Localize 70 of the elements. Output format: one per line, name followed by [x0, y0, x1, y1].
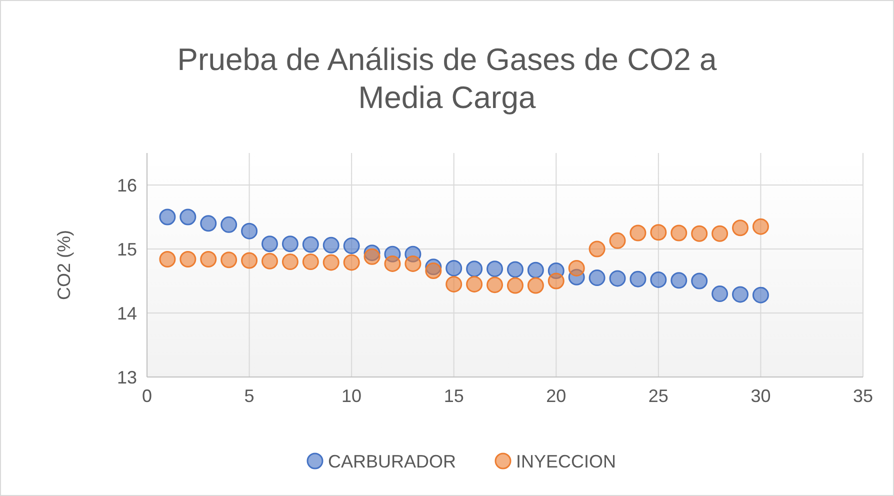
point — [425, 262, 442, 280]
legend-label: INYECCION — [516, 451, 616, 472]
y-tick-label: 14 — [116, 303, 137, 324]
point — [302, 236, 319, 253]
x-tick-label: 20 — [546, 386, 566, 406]
y-tick-label: 16 — [116, 175, 137, 196]
y-tick-label: 15 — [116, 239, 137, 260]
point — [180, 250, 196, 268]
point — [364, 248, 380, 265]
x-tick-label: 35 — [852, 386, 874, 406]
point — [548, 272, 564, 290]
point — [527, 262, 544, 278]
point — [446, 260, 462, 276]
point — [200, 215, 217, 232]
point — [527, 277, 544, 294]
point — [220, 216, 238, 233]
point — [752, 218, 769, 235]
x-tick-label: 15 — [444, 386, 464, 406]
x-tick-label: 30 — [750, 386, 771, 406]
point — [343, 254, 360, 271]
point — [322, 236, 340, 254]
point — [650, 224, 667, 241]
point — [712, 225, 728, 242]
chart-title: Prueba de Análisis de Gases de CO2 a Media Carga — [177, 42, 718, 115]
point — [404, 255, 422, 272]
point — [732, 220, 749, 236]
point — [712, 286, 728, 302]
legend-label: CARBURADOR — [328, 451, 456, 472]
y-axis-title: CO2 (%) — [54, 230, 74, 300]
point — [670, 272, 688, 289]
point — [180, 208, 196, 226]
point — [446, 276, 462, 292]
point — [200, 250, 217, 268]
y-tick-label: 13 — [116, 367, 137, 388]
point — [241, 252, 258, 269]
point — [691, 272, 708, 290]
point — [670, 224, 688, 242]
point — [322, 254, 340, 271]
point — [506, 261, 524, 278]
x-tick-label: 25 — [648, 386, 668, 406]
point — [630, 270, 646, 288]
point — [650, 271, 667, 288]
point — [732, 286, 749, 303]
x-tick-label: 5 — [244, 386, 254, 406]
point — [241, 222, 258, 240]
point — [609, 270, 626, 287]
point — [630, 224, 646, 242]
x-tick-label: 0 — [142, 386, 152, 406]
point — [282, 254, 298, 270]
point — [609, 232, 626, 249]
point — [261, 252, 278, 270]
point — [466, 276, 483, 292]
point — [343, 238, 360, 254]
point — [159, 250, 176, 268]
point — [159, 208, 176, 226]
point — [506, 277, 524, 294]
point — [691, 225, 708, 242]
point — [261, 236, 278, 252]
point — [588, 270, 606, 286]
point — [486, 276, 504, 294]
point — [466, 260, 483, 278]
x-tick-label: 10 — [342, 386, 362, 406]
point — [568, 260, 585, 276]
point — [486, 260, 504, 278]
point — [384, 255, 401, 272]
point — [588, 240, 606, 258]
point — [302, 254, 319, 270]
point — [282, 236, 298, 252]
point — [752, 286, 769, 304]
point — [220, 252, 238, 268]
